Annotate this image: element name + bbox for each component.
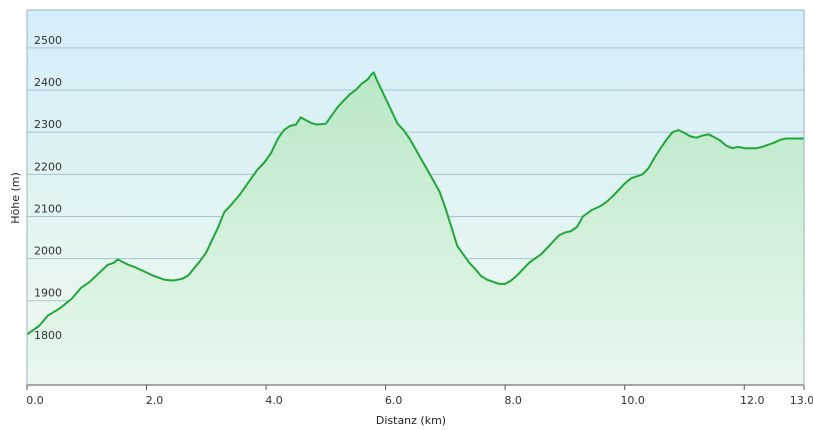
- elevation-area: [27, 72, 804, 386]
- x-tick-label: 2.0: [146, 394, 164, 407]
- x-tick-label: 0.0: [26, 394, 44, 407]
- y-tick-label: 2000: [34, 245, 62, 258]
- y-tick-label: 1900: [34, 287, 62, 300]
- x-tick-label: 13.0: [790, 394, 813, 407]
- x-tick-label: 10.0: [620, 394, 645, 407]
- y-tick-label: 2200: [34, 160, 62, 173]
- y-axis-title: Höhe (m): [9, 172, 22, 224]
- x-tick-label: 4.0: [265, 394, 283, 407]
- x-tick-label: 8.0: [504, 394, 522, 407]
- y-tick-label: 2500: [34, 34, 62, 47]
- y-tick-label: 2400: [34, 76, 62, 89]
- y-tick-label: 1800: [34, 329, 62, 342]
- x-tick-label: 6.0: [385, 394, 403, 407]
- x-tick-label: 12.0: [740, 394, 765, 407]
- y-axis-ticks: 1800 1900 2000 2100 2200 2300 2400 2500: [34, 34, 62, 342]
- y-tick-label: 2100: [34, 202, 62, 215]
- x-axis-title: Distanz (km): [376, 414, 446, 427]
- y-tick-label: 2300: [34, 118, 62, 131]
- elevation-line: [26, 71, 804, 336]
- x-axis-ticks: 0.0 2.0 4.0 6.0 8.0 10.0 12.0 13.0: [26, 385, 813, 407]
